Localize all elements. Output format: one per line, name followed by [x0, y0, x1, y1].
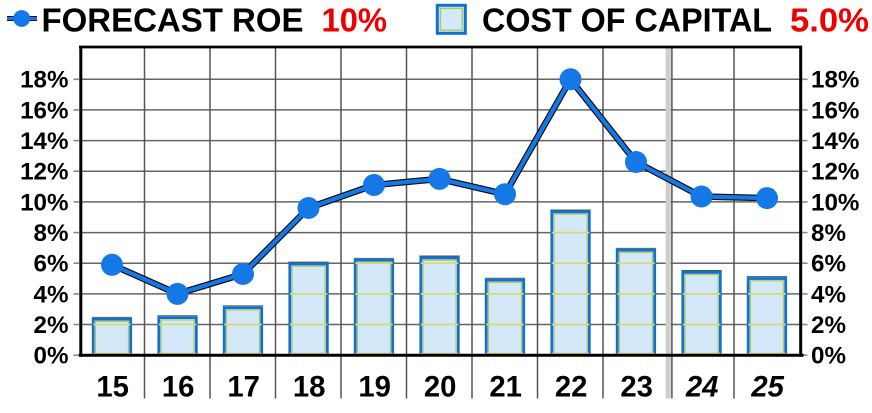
svg-text:24: 24	[685, 370, 719, 403]
svg-text:14%: 14%	[811, 128, 859, 155]
svg-text:4%: 4%	[34, 281, 69, 308]
svg-text:16%: 16%	[20, 97, 68, 124]
svg-text:18%: 18%	[20, 67, 68, 94]
svg-text:4%: 4%	[811, 281, 846, 308]
svg-text:14%: 14%	[20, 128, 68, 155]
svg-text:17: 17	[227, 370, 260, 403]
svg-text:21: 21	[489, 370, 522, 403]
svg-text:FORECAST ROE: FORECAST ROE	[42, 1, 304, 38]
svg-text:8%: 8%	[34, 220, 69, 247]
svg-text:5.0%: 5.0%	[790, 1, 869, 38]
svg-text:COST OF CAPITAL: COST OF CAPITAL	[482, 1, 772, 38]
svg-text:12%: 12%	[20, 159, 68, 186]
svg-text:23: 23	[620, 370, 653, 403]
svg-text:15: 15	[96, 370, 129, 403]
svg-text:2%: 2%	[34, 312, 69, 339]
svg-text:16%: 16%	[811, 97, 859, 124]
svg-text:6%: 6%	[811, 251, 846, 278]
svg-text:16: 16	[162, 370, 195, 403]
svg-text:10%: 10%	[811, 189, 859, 216]
svg-text:19: 19	[358, 370, 391, 403]
svg-text:10%: 10%	[322, 1, 388, 38]
svg-text:12%: 12%	[811, 159, 859, 186]
svg-text:25: 25	[750, 370, 784, 403]
svg-text:0%: 0%	[34, 343, 69, 370]
svg-text:8%: 8%	[811, 220, 846, 247]
svg-text:18%: 18%	[811, 67, 859, 94]
svg-text:6%: 6%	[34, 251, 69, 278]
svg-text:20: 20	[424, 370, 457, 403]
svg-text:2%: 2%	[811, 312, 846, 339]
svg-text:10%: 10%	[20, 189, 68, 216]
svg-text:18: 18	[293, 370, 326, 403]
svg-text:22: 22	[555, 370, 588, 403]
svg-text:0%: 0%	[811, 343, 846, 370]
